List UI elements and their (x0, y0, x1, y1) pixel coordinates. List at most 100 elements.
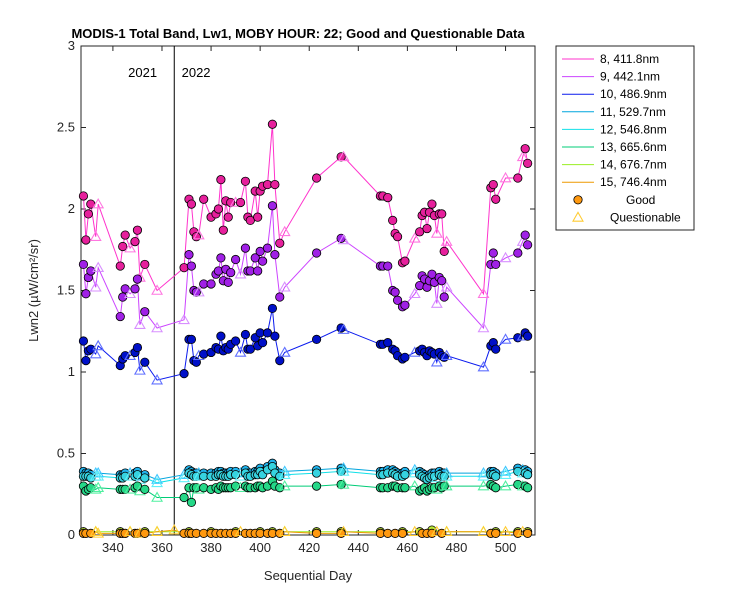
questionable-point (499, 465, 512, 476)
good-point (199, 194, 209, 204)
good-point (262, 243, 273, 253)
good-point (383, 261, 393, 271)
good-point (78, 259, 89, 270)
good-point (422, 223, 432, 234)
good-point (78, 191, 89, 201)
x-tick-label: 420 (298, 540, 320, 555)
good-point (311, 481, 322, 491)
good-point (523, 470, 533, 480)
good-point (120, 230, 130, 240)
questionable-point (408, 479, 421, 491)
good-point (383, 338, 393, 348)
good-point (240, 329, 251, 340)
questionable-point (89, 483, 102, 494)
good-point (427, 199, 437, 209)
x-tick-label: 360 (151, 540, 173, 555)
good-point (120, 284, 130, 294)
questionable-point (133, 318, 146, 330)
good-point (275, 238, 285, 248)
legend-label: 11, 529.7nm (600, 105, 666, 119)
questionable-point (192, 228, 205, 240)
legend-label: 12, 546.8nm (600, 122, 667, 136)
good-point (218, 225, 228, 235)
questionable-point (92, 198, 105, 209)
good-point (186, 497, 197, 507)
good-point (231, 336, 241, 346)
good-point (216, 175, 226, 185)
good-point (270, 179, 280, 190)
questionable-point (337, 525, 350, 537)
good-point (240, 243, 251, 253)
x-tick-label: 340 (102, 540, 124, 555)
good-point (400, 300, 410, 310)
y-axis-label: Lwn2 (µW/cm²/sr) (26, 239, 41, 342)
good-point (130, 237, 140, 247)
good-point (257, 338, 268, 348)
good-point (206, 279, 216, 289)
good-point (383, 192, 393, 203)
good-point (491, 259, 501, 270)
good-point (231, 254, 241, 265)
good-point (140, 473, 150, 483)
questionable-point (477, 361, 490, 372)
questionable-point (92, 261, 105, 272)
good-point (267, 119, 278, 129)
questionable-point (499, 479, 512, 491)
questionable-point (151, 284, 164, 295)
questionable-point (89, 347, 102, 359)
y-tick-label: 2 (68, 201, 75, 216)
good-point (400, 483, 410, 493)
y-tick-label: 1 (68, 364, 75, 379)
good-point (186, 261, 197, 271)
questionable-point (408, 287, 421, 299)
good-point (223, 212, 233, 222)
good-point (240, 176, 251, 186)
questionable-point (92, 470, 105, 481)
good-point (184, 250, 194, 260)
year-annotation: 2021 (128, 65, 157, 80)
questionable-point (440, 235, 453, 246)
good-point (311, 248, 322, 258)
good-point (179, 492, 189, 503)
good-point (523, 483, 533, 493)
good-point (311, 468, 322, 478)
questionable-point (278, 225, 291, 237)
legend-label: 14, 676.7nm (600, 158, 667, 172)
questionable-point (430, 356, 443, 367)
questionable-point (151, 491, 164, 502)
questionable-point (151, 321, 164, 333)
y-tick-label: 2.5 (57, 120, 75, 135)
x-tick-label: 500 (495, 540, 517, 555)
questionable-point (278, 346, 291, 357)
good-point (118, 241, 128, 252)
questionable-point (337, 465, 350, 476)
good-point (311, 334, 322, 344)
good-point (179, 263, 189, 273)
legend-questionable-marker (572, 211, 584, 222)
good-point (140, 484, 150, 494)
y-tick-label: 0.5 (57, 446, 75, 461)
good-point (491, 344, 501, 354)
questionable-point (477, 525, 490, 537)
good-point (140, 307, 150, 317)
chart-title: MODIS-1 Total Band, Lw1, MOBY HOUR: 22; … (71, 26, 525, 41)
questionable-point (477, 479, 490, 491)
good-point (491, 483, 501, 493)
good-point (491, 471, 501, 481)
good-point (226, 267, 236, 278)
x-tick-label: 440 (347, 540, 369, 555)
questionable-point (408, 232, 421, 243)
good-point (275, 292, 285, 302)
good-point (270, 331, 280, 341)
good-point (216, 253, 226, 263)
year-annotation: 2022 (182, 65, 211, 80)
x-tick-label: 380 (200, 540, 222, 555)
questionable-point (168, 524, 181, 535)
questionable-point (124, 242, 137, 253)
good-point (216, 331, 226, 341)
good-point (523, 240, 533, 250)
x-tick-label: 460 (397, 540, 419, 555)
good-point (83, 209, 93, 219)
good-point (520, 230, 530, 240)
